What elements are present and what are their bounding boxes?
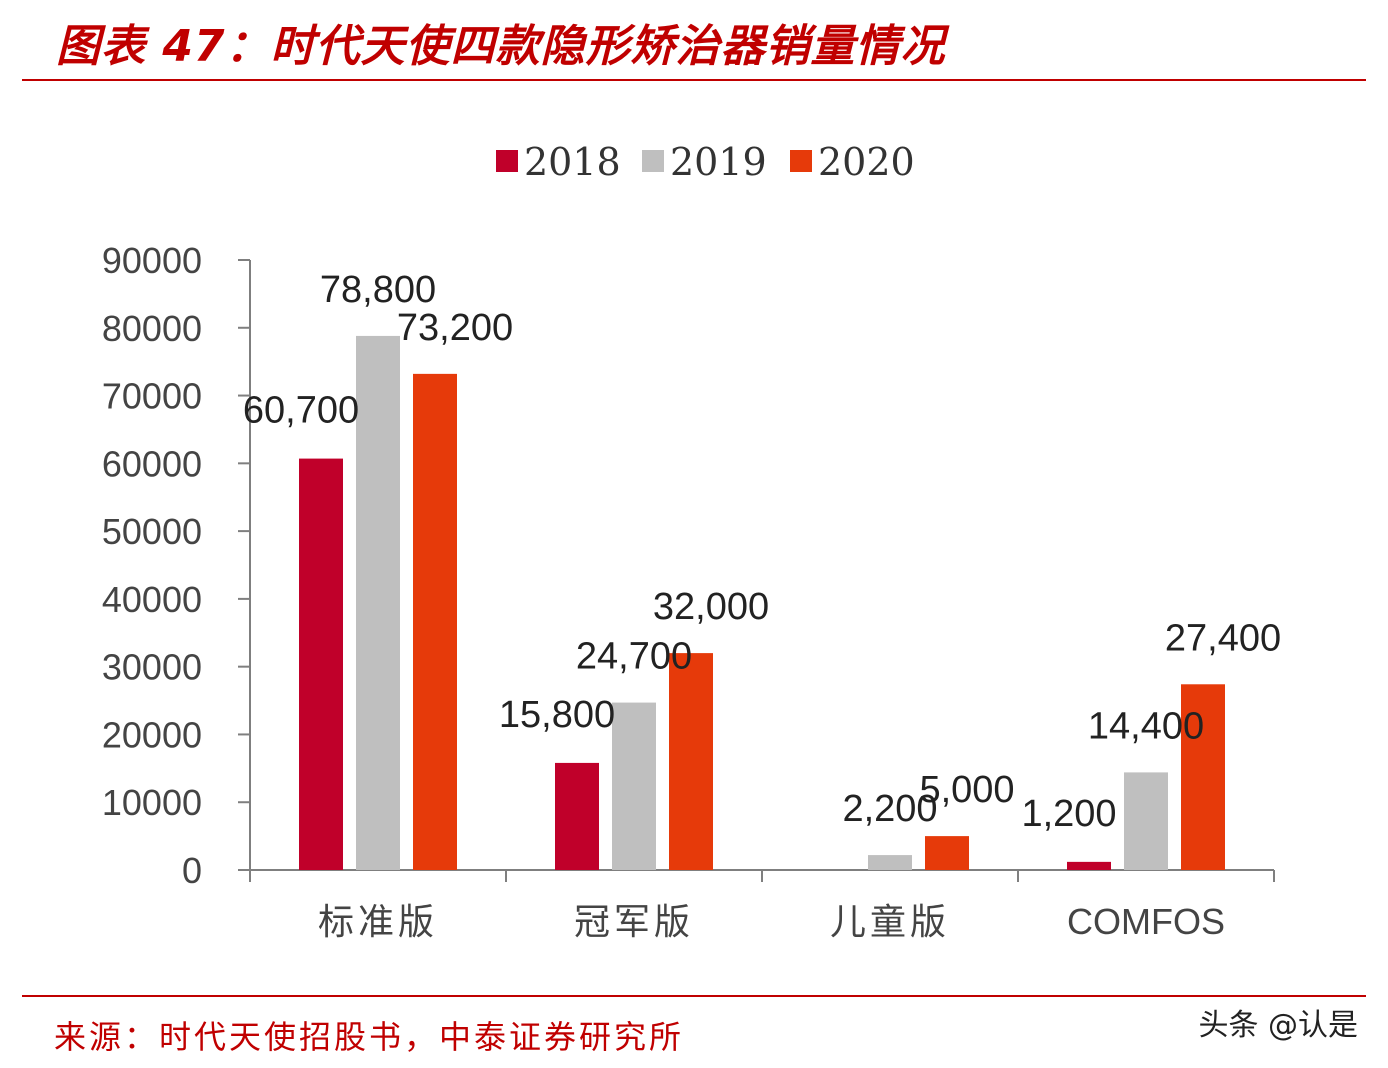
y-tick-label: 0 bbox=[182, 850, 202, 891]
x-category-label: 冠军版 bbox=[574, 902, 694, 943]
data-label-2018: 15,800 bbox=[499, 694, 615, 736]
y-axis: 0 10000 20000 30000 40000 50000 60000 70000 8000… bbox=[102, 240, 251, 891]
y-tick-label: 20000 bbox=[102, 714, 202, 755]
x-category-label: 儿童版 bbox=[830, 902, 950, 943]
bar-2019 bbox=[356, 335, 400, 870]
bar-2020 bbox=[1181, 684, 1225, 870]
footer-rule bbox=[22, 995, 1366, 997]
legend-label-2018: 2018 bbox=[524, 140, 621, 184]
data-label-2018: 1,200 bbox=[1021, 793, 1116, 835]
bar-2020 bbox=[925, 836, 969, 870]
y-tick-label: 30000 bbox=[102, 647, 202, 688]
data-label-2020: 27,400 bbox=[1165, 617, 1281, 659]
legend-label-2019: 2019 bbox=[670, 140, 767, 184]
bar-2020 bbox=[413, 373, 457, 870]
data-label-2019: 78,800 bbox=[320, 269, 436, 311]
bar-2018 bbox=[555, 762, 599, 870]
data-label-2018: 60,700 bbox=[243, 390, 359, 432]
bar-2018 bbox=[1067, 861, 1111, 870]
bars bbox=[299, 335, 1225, 870]
data-label-2020: 73,200 bbox=[397, 307, 513, 349]
data-label-2019: 14,400 bbox=[1088, 705, 1204, 747]
x-axis: 标准版 冠军版 儿童版 COMFOS bbox=[249, 869, 1275, 943]
legend-swatch-2020 bbox=[790, 150, 812, 172]
y-tick-label: 80000 bbox=[102, 308, 202, 349]
x-category-label: COMFOS bbox=[1067, 901, 1225, 942]
watermark: 头条 @认是 bbox=[1198, 1008, 1358, 1043]
legend-label-2020: 2020 bbox=[818, 140, 915, 184]
bar-2019 bbox=[1124, 772, 1168, 870]
bar-chart: 2018 2019 2020 0 10000 20000 30000 40000 50000 6… bbox=[102, 140, 1281, 943]
y-tick-label: 50000 bbox=[102, 511, 202, 552]
legend-swatch-2019 bbox=[642, 150, 664, 172]
chart-legend: 2018 2019 2020 bbox=[496, 140, 915, 184]
bar-2019 bbox=[612, 702, 656, 870]
x-category-label: 标准版 bbox=[318, 902, 438, 943]
data-label-2020: 32,000 bbox=[653, 586, 769, 628]
title-rule bbox=[22, 79, 1366, 81]
source-note: 来源：时代天使招股书，中泰证券研究所 bbox=[54, 1018, 685, 1056]
y-tick-label: 60000 bbox=[102, 443, 202, 484]
y-tick-label: 90000 bbox=[102, 240, 202, 281]
legend-swatch-2018 bbox=[496, 150, 518, 172]
bar-2018 bbox=[299, 458, 343, 870]
bar-2020 bbox=[669, 653, 713, 870]
bar-2019 bbox=[868, 855, 912, 870]
y-tick-label: 10000 bbox=[102, 782, 202, 823]
y-tick-label: 40000 bbox=[102, 579, 202, 620]
y-tick-label: 70000 bbox=[102, 376, 202, 417]
data-label-2019: 24,700 bbox=[576, 636, 692, 678]
data-label-2020: 5,000 bbox=[919, 769, 1014, 811]
data-label-2019: 2,200 bbox=[842, 788, 937, 830]
figure-title: 图表 47：时代天使四款隐形矫治器销量情况 bbox=[56, 21, 946, 72]
